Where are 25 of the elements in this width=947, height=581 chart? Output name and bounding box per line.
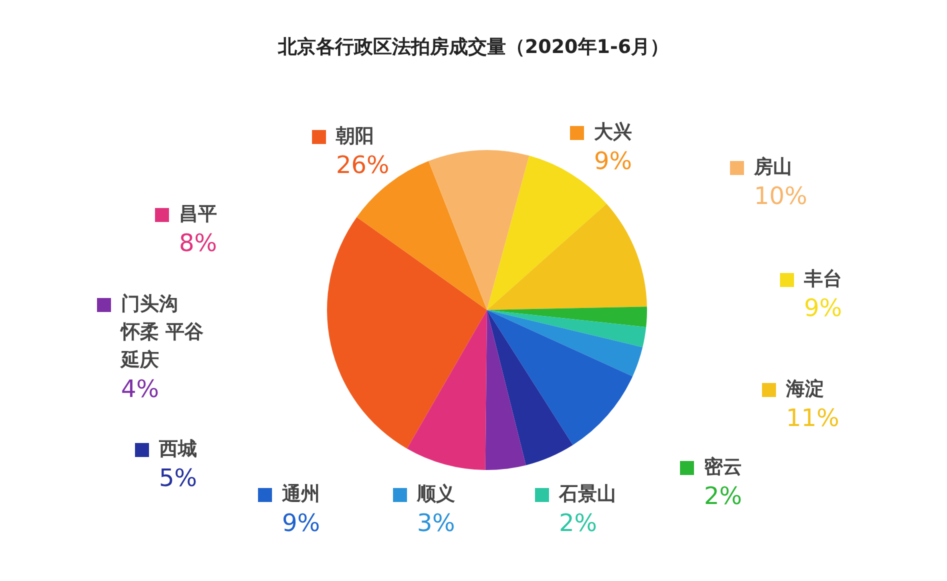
legend-label: 房山	[753, 156, 792, 178]
data-label: 11%	[786, 404, 840, 432]
legend-label: 顺义	[416, 482, 455, 505]
legend-label: 海淀	[785, 378, 824, 400]
legend-label: 石景山	[558, 482, 616, 505]
data-label: 9%	[282, 509, 320, 538]
data-label: 26%	[336, 151, 390, 180]
data-label: 3%	[417, 509, 456, 538]
data-label: 8%	[179, 229, 218, 258]
data-label: 4%	[121, 375, 160, 404]
legend-label: 丰台	[803, 268, 842, 290]
chart-title: 北京各行政区法拍房成交量（2020年1-6月）	[276, 35, 670, 60]
data-label: 10%	[754, 182, 808, 210]
legend-label: 西城	[158, 438, 197, 460]
data-label: 2%	[559, 509, 598, 538]
legend-label: 通州	[281, 482, 320, 505]
legend-label: 门头沟怀柔 平谷延庆	[119, 292, 205, 371]
legend-label: 密云	[704, 456, 742, 478]
data-label: 5%	[159, 464, 198, 492]
data-label: 9%	[594, 147, 632, 176]
data-label: 9%	[804, 294, 842, 322]
legend-label: 大兴	[594, 120, 632, 143]
legend-label: 昌平	[179, 202, 217, 225]
legend-label: 朝阳	[335, 124, 374, 147]
data-label: 2%	[704, 482, 742, 510]
